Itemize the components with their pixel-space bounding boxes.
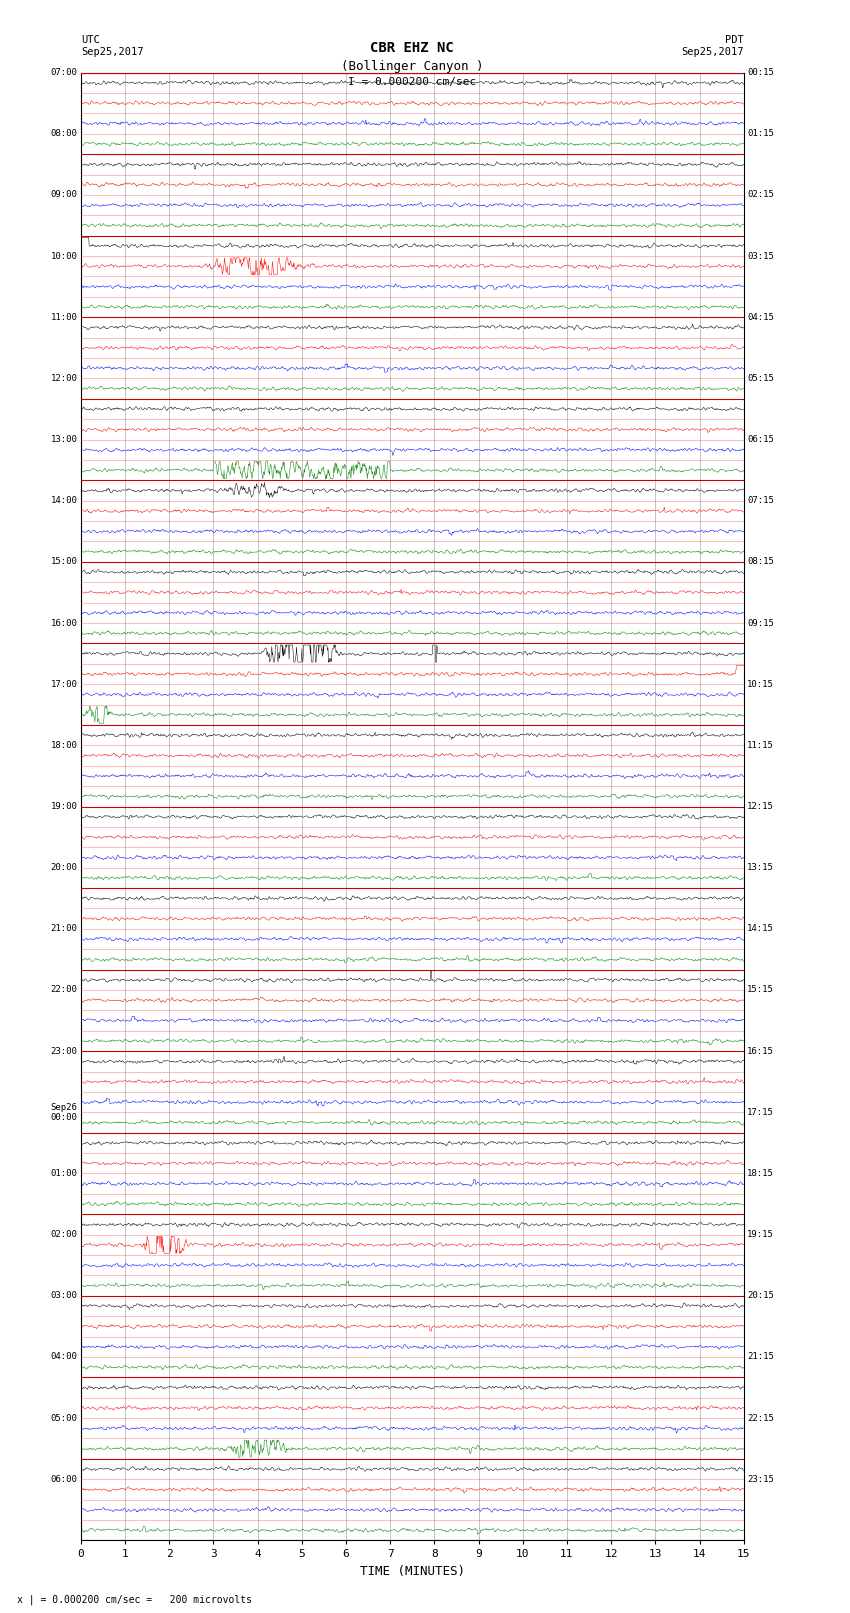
Text: 07:00: 07:00 (50, 68, 77, 77)
Text: 04:15: 04:15 (747, 313, 774, 321)
Text: (Bollinger Canyon ): (Bollinger Canyon ) (341, 60, 484, 73)
Text: 07:15: 07:15 (747, 497, 774, 505)
Text: 14:15: 14:15 (747, 924, 774, 934)
Text: 16:15: 16:15 (747, 1047, 774, 1055)
Text: 22:00: 22:00 (50, 986, 77, 995)
Text: 22:15: 22:15 (747, 1413, 774, 1423)
Text: 19:00: 19:00 (50, 802, 77, 811)
Text: 13:15: 13:15 (747, 863, 774, 873)
Text: 10:15: 10:15 (747, 679, 774, 689)
Text: 00:15: 00:15 (747, 68, 774, 77)
Text: 17:00: 17:00 (50, 679, 77, 689)
Text: PDT
Sep25,2017: PDT Sep25,2017 (681, 35, 744, 56)
Text: 03:00: 03:00 (50, 1292, 77, 1300)
Text: 02:00: 02:00 (50, 1231, 77, 1239)
Text: 20:00: 20:00 (50, 863, 77, 873)
Text: 13:00: 13:00 (50, 436, 77, 444)
Text: I = 0.000200 cm/sec: I = 0.000200 cm/sec (348, 77, 476, 87)
Text: 08:15: 08:15 (747, 558, 774, 566)
Text: UTC
Sep25,2017: UTC Sep25,2017 (81, 35, 144, 56)
Text: 21:15: 21:15 (747, 1352, 774, 1361)
Text: 12:00: 12:00 (50, 374, 77, 382)
Text: 12:15: 12:15 (747, 802, 774, 811)
Text: 21:00: 21:00 (50, 924, 77, 934)
Text: 03:15: 03:15 (747, 252, 774, 261)
Text: x | = 0.000200 cm/sec =   200 microvolts: x | = 0.000200 cm/sec = 200 microvolts (17, 1594, 252, 1605)
Text: 15:15: 15:15 (747, 986, 774, 995)
Text: 08:00: 08:00 (50, 129, 77, 139)
Text: 23:15: 23:15 (747, 1474, 774, 1484)
Text: 20:15: 20:15 (747, 1292, 774, 1300)
Text: 05:15: 05:15 (747, 374, 774, 382)
Text: 05:00: 05:00 (50, 1413, 77, 1423)
Text: CBR EHZ NC: CBR EHZ NC (371, 40, 454, 55)
Text: 17:15: 17:15 (747, 1108, 774, 1116)
Text: 11:15: 11:15 (747, 740, 774, 750)
Text: 04:00: 04:00 (50, 1352, 77, 1361)
Text: 09:00: 09:00 (50, 190, 77, 200)
Text: 06:00: 06:00 (50, 1474, 77, 1484)
Text: 19:15: 19:15 (747, 1231, 774, 1239)
Text: 10:00: 10:00 (50, 252, 77, 261)
Text: 18:15: 18:15 (747, 1169, 774, 1177)
Text: 16:00: 16:00 (50, 618, 77, 627)
Text: 23:00: 23:00 (50, 1047, 77, 1055)
X-axis label: TIME (MINUTES): TIME (MINUTES) (360, 1565, 465, 1578)
Text: 15:00: 15:00 (50, 558, 77, 566)
Text: Sep26
00:00: Sep26 00:00 (50, 1103, 77, 1123)
Text: 02:15: 02:15 (747, 190, 774, 200)
Text: 06:15: 06:15 (747, 436, 774, 444)
Text: 14:00: 14:00 (50, 497, 77, 505)
Text: 01:15: 01:15 (747, 129, 774, 139)
Text: 11:00: 11:00 (50, 313, 77, 321)
Text: 01:00: 01:00 (50, 1169, 77, 1177)
Text: 18:00: 18:00 (50, 740, 77, 750)
Text: 09:15: 09:15 (747, 618, 774, 627)
